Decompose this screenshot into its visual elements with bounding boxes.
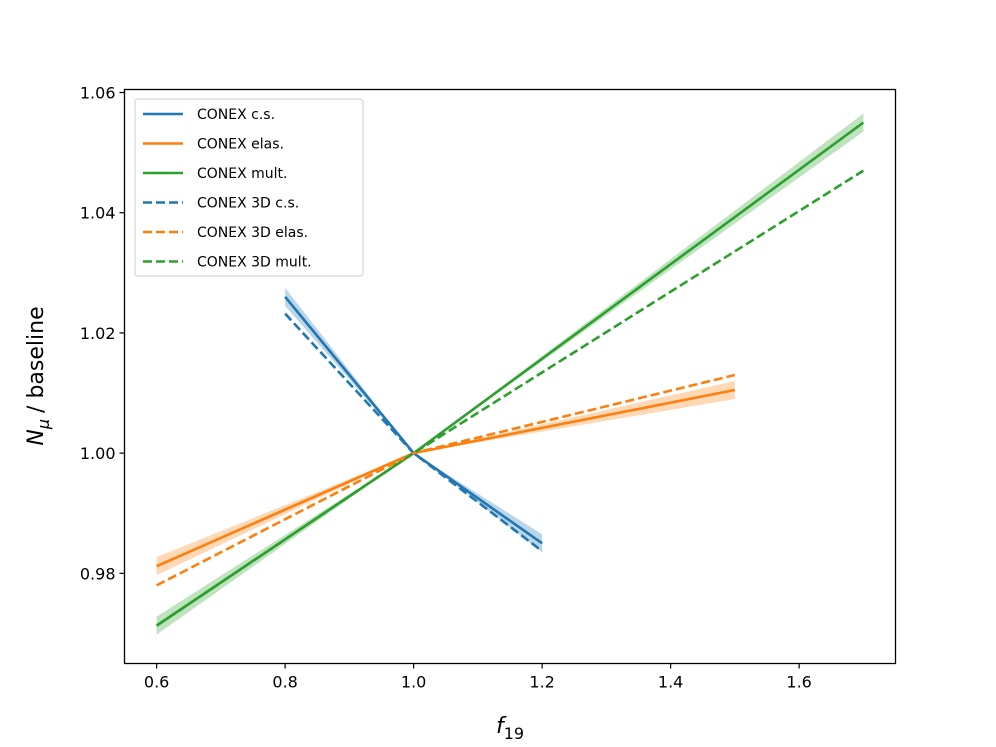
y-tick-label-0: 0.98 [80,564,116,583]
series-line-4 [156,373,736,587]
x-axis-title: f19 [496,714,524,743]
x-tick-label-1: 0.8 [272,673,297,692]
y-tick-label-4: 1.06 [80,84,116,103]
legend-label-5: CONEX 3D mult. [197,255,312,271]
y-axis-title-rest: / baseline [24,306,49,413]
y-axis-title-main: N [24,429,49,445]
y-axis-ticks: 0.98 1.00 1.02 1.04 1.06 [80,84,125,583]
x-axis-title-sub: 19 [504,724,524,743]
legend-label-3: CONEX 3D c.s. [197,196,299,212]
legend: CONEX c.s. CONEX elas. CONEX mult. CONEX 3D… [134,98,364,277]
legend-label-1: CONEX elas. [197,137,284,153]
legend-label-0: CONEX c.s. [197,107,275,123]
x-tick-label-3: 1.2 [529,673,554,692]
series-lines [155,121,865,627]
x-tick-label-2: 1.0 [401,673,426,692]
y-tick-label-2: 1.02 [80,324,116,343]
y-tick-label-1: 1.00 [80,444,116,463]
x-axis-ticks: 0.6 0.8 1.0 1.2 1.4 1.6 [144,663,812,692]
x-tick-label-5: 1.6 [786,673,811,692]
series-line-5 [155,169,865,627]
band-2 [156,113,864,635]
legend-box [134,98,364,277]
y-axis-title-sub: μ [34,419,53,430]
y-axis-title: Nμ / baseline [24,306,53,445]
x-axis-title-main: f [496,714,507,739]
legend-label-4: CONEX 3D elas. [197,225,308,241]
y-tick-label-3: 1.04 [80,204,116,223]
plot-frame [123,88,897,665]
x-tick-label-4: 1.4 [658,673,683,692]
x-tick-label-0: 0.6 [144,673,169,692]
legend-label-2: CONEX mult. [197,166,288,182]
